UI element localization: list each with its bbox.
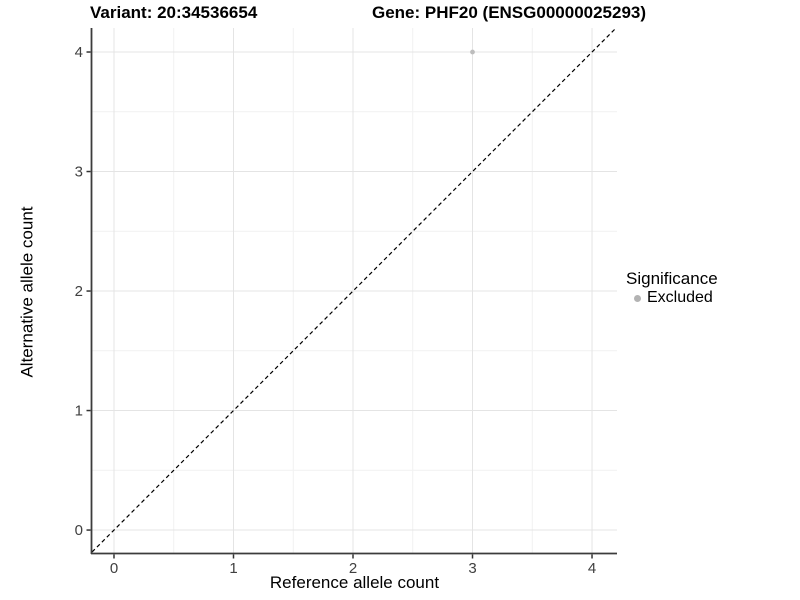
gene-title: Gene: PHF20 (ENSG00000025293): [372, 3, 647, 22]
legend: Significance Excluded: [626, 269, 718, 307]
x-tick-label: 1: [229, 560, 237, 577]
x-tick-label: 4: [588, 560, 596, 577]
y-tick-label: 3: [75, 164, 83, 181]
y-tick-label: 2: [75, 283, 83, 300]
data-point: [470, 49, 475, 55]
legend-item-label: Excluded: [647, 289, 713, 306]
y-tick-label: 1: [75, 403, 83, 420]
identity-dashed-line: [91, 27, 617, 553]
y-tick-label: 0: [75, 522, 83, 539]
legend-title: Significance: [626, 269, 718, 288]
legend-item-excluded: Excluded: [626, 289, 718, 307]
variant-title: Variant: 20:34536654: [90, 3, 258, 22]
y-tick-label: 4: [75, 44, 83, 61]
x-axis-title: Reference allele count: [269, 573, 440, 592]
excluded-point-icon: [634, 294, 641, 302]
x-tick-label: 0: [110, 560, 118, 577]
y-axis-title: Alternative allele count: [17, 206, 37, 378]
x-tick-label: 3: [468, 560, 476, 577]
x-tick-label: 2: [349, 560, 357, 577]
